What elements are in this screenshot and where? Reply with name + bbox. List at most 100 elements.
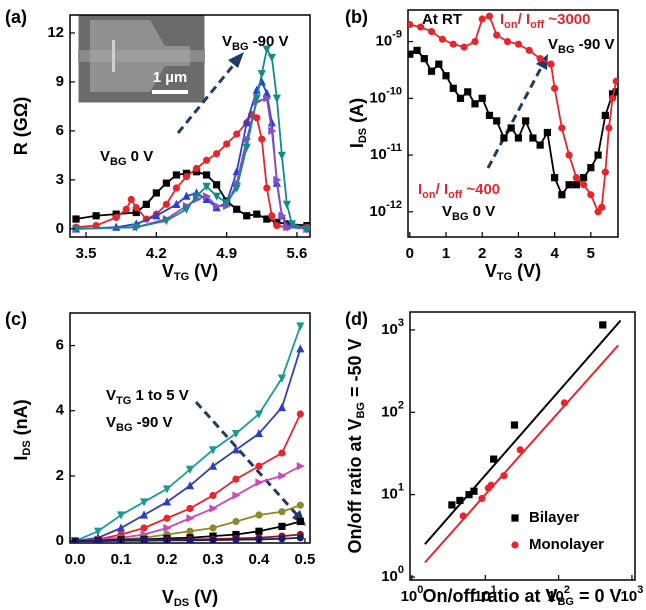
plot-frame bbox=[407, 9, 619, 238]
marker bbox=[116, 523, 126, 532]
x-tick-label: 0.5 bbox=[295, 551, 316, 568]
marker bbox=[263, 184, 271, 192]
marker bbox=[162, 497, 172, 506]
marker bbox=[208, 446, 218, 455]
marker bbox=[296, 534, 304, 542]
y-tick-label: 6 bbox=[56, 122, 64, 139]
marker bbox=[529, 134, 537, 142]
marker bbox=[456, 496, 464, 505]
marker bbox=[263, 94, 272, 103]
legend-label: Monolayer bbox=[529, 536, 604, 553]
marker bbox=[565, 181, 573, 189]
y-tick-label: 6 bbox=[56, 337, 64, 354]
marker bbox=[267, 53, 276, 63]
y-tick-label: 102 bbox=[381, 399, 404, 420]
marker bbox=[601, 111, 609, 120]
marker bbox=[511, 541, 519, 549]
marker bbox=[612, 88, 618, 96]
marker bbox=[209, 491, 217, 500]
marker bbox=[71, 225, 81, 234]
x-tick-label: 2 bbox=[478, 245, 486, 262]
marker bbox=[252, 94, 261, 103]
arrows bbox=[176, 61, 544, 518]
annotation: At RT bbox=[422, 11, 462, 28]
marker bbox=[413, 46, 421, 54]
marker bbox=[163, 514, 171, 522]
marker bbox=[185, 481, 195, 490]
plot-frame bbox=[409, 311, 636, 581]
marker bbox=[448, 501, 456, 509]
marker bbox=[232, 536, 240, 543]
annotation: VBG -90 V bbox=[106, 414, 173, 434]
x-tick-label: 4 bbox=[550, 245, 559, 262]
marker bbox=[202, 182, 211, 191]
marker bbox=[272, 94, 281, 103]
x-tick-label: 3.5 bbox=[76, 245, 97, 262]
marker bbox=[231, 429, 241, 439]
x-tick-label: 5.6 bbox=[287, 245, 308, 262]
marker bbox=[202, 192, 212, 201]
marker bbox=[511, 514, 519, 522]
annotation: Ion/ Ioff ~400 bbox=[418, 181, 500, 201]
marker bbox=[278, 535, 286, 543]
marker bbox=[572, 181, 580, 189]
marker bbox=[605, 124, 613, 132]
x-tick-label: 0.1 bbox=[111, 551, 132, 568]
marker bbox=[435, 60, 443, 68]
marker bbox=[152, 189, 160, 197]
marker bbox=[140, 524, 148, 532]
marker bbox=[94, 537, 102, 543]
marker bbox=[438, 35, 446, 43]
inset-scale-label: 1 µm bbox=[153, 69, 188, 86]
marker bbox=[268, 126, 277, 135]
marker bbox=[500, 134, 508, 142]
marker bbox=[551, 84, 559, 92]
marker bbox=[172, 199, 181, 208]
marker bbox=[132, 208, 140, 217]
marker bbox=[182, 205, 191, 214]
panel-label: (b) bbox=[345, 7, 368, 27]
marker bbox=[598, 203, 606, 211]
y-tick-label: 4 bbox=[56, 402, 65, 419]
plot-area bbox=[408, 12, 618, 216]
marker bbox=[213, 201, 222, 211]
marker bbox=[277, 151, 286, 160]
marker bbox=[255, 462, 263, 470]
marker bbox=[478, 15, 486, 23]
marker bbox=[139, 510, 149, 519]
marker bbox=[213, 181, 221, 189]
marker bbox=[487, 481, 495, 489]
marker bbox=[257, 70, 266, 79]
y-tick-label: 103 bbox=[381, 317, 404, 338]
x-tick-label: 1 bbox=[442, 245, 450, 262]
x-axis-title: VTG (V) bbox=[162, 261, 218, 283]
marker bbox=[208, 461, 218, 470]
marker bbox=[192, 192, 201, 201]
x-axis-title: VDS (V) bbox=[162, 587, 218, 609]
fit-line bbox=[424, 344, 619, 564]
marker bbox=[232, 491, 241, 500]
plot-area bbox=[70, 322, 305, 543]
marker bbox=[172, 171, 181, 179]
marker bbox=[478, 494, 486, 503]
marker bbox=[485, 12, 494, 20]
marker bbox=[478, 94, 486, 102]
marker bbox=[186, 527, 194, 535]
annotation: Ion/ Ioff ~3000 bbox=[500, 11, 590, 31]
x-tick-label: 0.0 bbox=[65, 551, 86, 568]
marker bbox=[254, 410, 264, 419]
marker bbox=[465, 491, 473, 499]
x-tick-label: 102 bbox=[547, 584, 570, 605]
y-tick-label: 0 bbox=[56, 532, 64, 549]
annotation: VBG -90 V bbox=[548, 36, 615, 56]
legend-label: Bilayer bbox=[529, 509, 579, 526]
marker bbox=[543, 128, 551, 137]
series-line bbox=[74, 348, 302, 542]
marker bbox=[470, 487, 478, 495]
marker bbox=[296, 344, 305, 353]
marker bbox=[132, 204, 140, 212]
y-tick-label: 100 bbox=[381, 564, 404, 585]
x-tick-label: 101 bbox=[474, 584, 497, 605]
marker bbox=[212, 192, 221, 201]
